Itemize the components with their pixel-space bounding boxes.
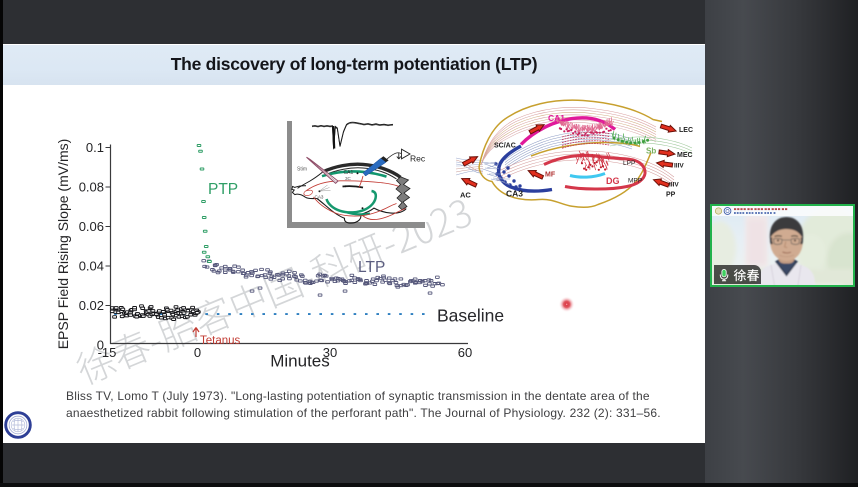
svg-text:MPP: MPP	[628, 178, 642, 185]
svg-text:0: 0	[194, 345, 201, 360]
svg-text:Stim: Stim	[297, 167, 307, 173]
svg-text:0.04: 0.04	[79, 258, 104, 273]
svg-text:MEC: MEC	[677, 152, 693, 159]
svg-text:CA3: CA3	[506, 189, 523, 199]
svg-text:EPSP Field Rising Slope (mV/ms: EPSP Field Rising Slope (mV/ms)	[55, 139, 71, 350]
svg-text:CA1: CA1	[548, 113, 565, 123]
svg-text:60: 60	[458, 345, 472, 360]
svg-text:MF: MF	[545, 172, 556, 179]
svg-text:IIIV: IIIV	[669, 182, 679, 189]
svg-text:LTP: LTP	[358, 259, 385, 276]
svg-text:0.08: 0.08	[79, 179, 104, 194]
svg-text:CA3: CA3	[315, 195, 324, 200]
svg-text:PP: PP	[666, 192, 676, 199]
svg-text:0.06: 0.06	[79, 219, 104, 234]
svg-text:PTP: PTP	[208, 181, 238, 198]
svg-text:Tetanus: Tetanus	[200, 335, 241, 347]
svg-text:0.1: 0.1	[86, 140, 104, 155]
svg-text:-15: -15	[98, 345, 117, 360]
svg-text:Minutes: Minutes	[270, 352, 330, 371]
svg-text:IIIV: IIIV	[674, 163, 684, 170]
svg-text:DG: DG	[606, 176, 620, 186]
svg-text:LEC: LEC	[679, 127, 693, 134]
svg-text:Baseline: Baseline	[437, 306, 504, 326]
svg-text:AC: AC	[460, 191, 471, 200]
svg-text:0.02: 0.02	[79, 298, 104, 313]
svg-text:SC/AC: SC/AC	[494, 143, 516, 150]
svg-text:CA1: CA1	[344, 170, 354, 176]
svg-text:0: 0	[97, 337, 104, 352]
svg-text:LPP: LPP	[623, 160, 635, 167]
svg-text:Rec: Rec	[410, 154, 426, 164]
svg-text:Sb: Sb	[646, 147, 656, 156]
svg-text:3C: 3C	[345, 176, 352, 181]
svg-text:30: 30	[323, 345, 337, 360]
